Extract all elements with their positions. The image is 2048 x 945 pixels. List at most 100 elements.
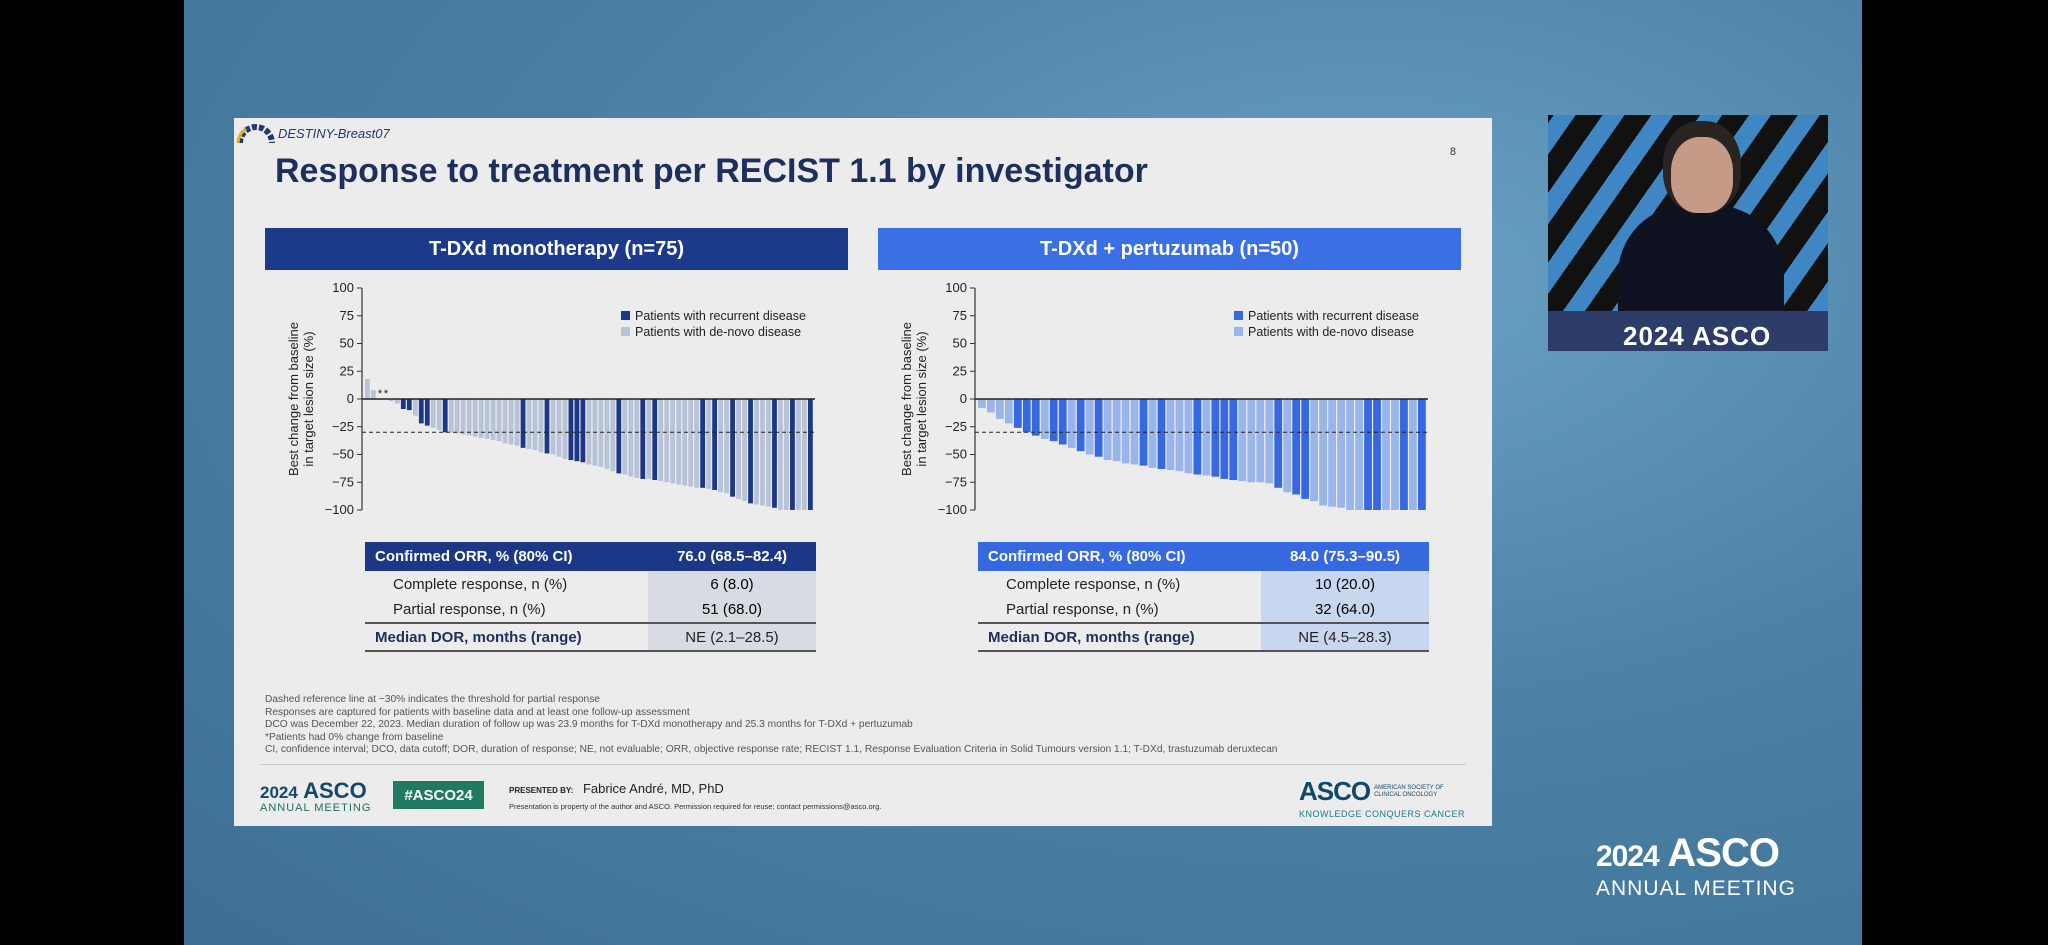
logo-asco: ASCO	[303, 778, 367, 803]
y-axis-label: in target lesion size (%)	[301, 331, 316, 466]
bar	[580, 399, 586, 463]
bar	[718, 399, 723, 493]
presenter-name: Fabrice André, MD, PhD	[582, 781, 724, 796]
bar	[634, 399, 640, 478]
bar	[1301, 399, 1310, 499]
footer-divider	[260, 764, 1466, 765]
bar	[1049, 399, 1058, 442]
bar	[760, 399, 765, 506]
speaker-head	[1671, 137, 1733, 213]
legend-label: Patients with de-novo disease	[1248, 325, 1414, 339]
bar	[604, 399, 610, 469]
trial-arc-icon	[236, 124, 275, 144]
footnote: DCO was December 22, 2023. Median durati…	[265, 719, 913, 731]
slide: DESTINY-Breast07 8 Response to treatment…	[234, 118, 1492, 826]
bar	[766, 399, 771, 507]
bar	[628, 399, 634, 477]
bar	[514, 399, 520, 446]
pr-value: 32 (64.0)	[1261, 597, 1429, 623]
corner-annual-meeting: ANNUAL MEETING	[1596, 877, 1796, 900]
orr-value: 76.0 (68.5–82.4)	[648, 542, 816, 571]
bar	[418, 399, 424, 424]
response-table: Confirmed ORR, % (80% CI) 76.0 (68.5–82.…	[365, 542, 816, 652]
bar	[436, 399, 442, 431]
dor-row: Median DOR, months (range) NE (2.1–28.5)	[365, 622, 816, 652]
bar	[986, 399, 995, 413]
cr-row: Complete response, n (%) 6 (8.0)	[365, 571, 816, 597]
legend-swatch	[1234, 311, 1243, 320]
bar	[978, 399, 986, 408]
pr-value: 51 (68.0)	[648, 597, 816, 623]
bar	[400, 399, 406, 409]
legend-swatch	[621, 311, 630, 320]
y-tick-label: 100	[945, 280, 967, 295]
bar	[1328, 399, 1336, 507]
bar	[508, 399, 514, 445]
corner-asco: ASCO	[1667, 831, 1780, 875]
bar	[1220, 399, 1229, 479]
bar	[496, 399, 502, 442]
bar	[1076, 399, 1085, 452]
y-tick-label: −75	[945, 474, 967, 489]
bar	[700, 399, 706, 488]
bar	[640, 399, 646, 479]
bar	[1256, 399, 1265, 483]
y-tick-label: −100	[938, 502, 967, 517]
panel-header: T-DXd + pertuzumab (n=50)	[878, 228, 1461, 270]
bar	[568, 399, 574, 461]
footnote: Dashed reference line at −30% indicates …	[265, 694, 600, 705]
presented-by-label: PRESENTED BY:	[509, 786, 574, 795]
bar	[1229, 399, 1238, 481]
y-tick-label: 50	[953, 336, 967, 351]
bar	[520, 399, 526, 448]
bar	[388, 399, 394, 402]
bar	[484, 399, 490, 439]
bar	[1319, 399, 1328, 506]
bar	[1184, 399, 1193, 474]
bar	[646, 399, 652, 479]
bar	[664, 399, 670, 483]
bar	[1013, 399, 1022, 428]
bar	[1085, 399, 1094, 455]
bar	[472, 399, 478, 437]
bar	[1400, 399, 1408, 510]
dor-label: Median DOR, months (range)	[978, 622, 1261, 652]
slide-title: Response to treatment per RECIST 1.1 by …	[275, 152, 1148, 190]
y-tick-label: 100	[332, 280, 354, 295]
cr-label: Complete response, n (%)	[1006, 575, 1181, 593]
pr-row: Partial response, n (%) 32 (64.0)	[978, 597, 1429, 623]
bar	[652, 399, 658, 481]
bar	[1238, 399, 1247, 482]
speaker-video: 2024 ASCO	[1548, 115, 1828, 351]
logo-annual-meeting: ANNUAL MEETING	[260, 802, 372, 814]
y-tick-label: 25	[953, 363, 967, 378]
bar	[1166, 399, 1175, 471]
bar	[1112, 399, 1121, 462]
tagline: KNOWLEDGE CONQUERS CANCER	[1298, 809, 1465, 819]
bar	[1355, 399, 1363, 510]
bar	[574, 399, 580, 462]
bar	[1148, 399, 1157, 468]
bar	[526, 399, 532, 449]
bar	[790, 399, 795, 510]
logo-year: 2024	[260, 783, 298, 802]
bar	[538, 399, 544, 453]
bar	[1310, 399, 1319, 502]
bar	[1067, 399, 1076, 448]
bar	[1157, 399, 1166, 469]
footnote: *Patients had 0% change from baseline	[265, 731, 444, 743]
bar	[1346, 399, 1354, 510]
bar	[742, 399, 747, 502]
bar	[532, 399, 538, 451]
legend-label: Patients with de-novo disease	[635, 325, 801, 339]
bar	[610, 399, 616, 472]
y-tick-label: 0	[347, 391, 354, 406]
bar	[754, 399, 759, 505]
bar	[682, 399, 688, 486]
bar	[1211, 399, 1220, 477]
bar	[430, 399, 436, 428]
y-tick-label: −75	[332, 474, 354, 489]
y-tick-label: 0	[960, 391, 967, 406]
bar	[772, 399, 777, 508]
zero-change-marker: *	[384, 388, 389, 400]
